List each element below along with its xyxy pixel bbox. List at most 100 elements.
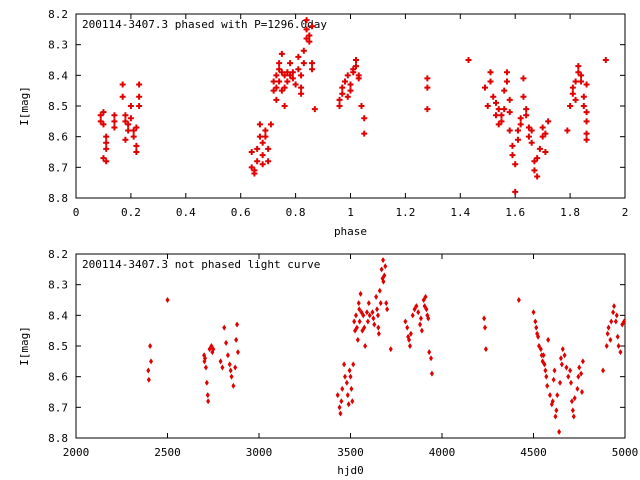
y-tick-label: 8.7 bbox=[48, 401, 68, 414]
data-point bbox=[300, 60, 307, 67]
data-series bbox=[146, 257, 627, 435]
data-point bbox=[419, 327, 424, 334]
data-point bbox=[514, 136, 521, 143]
data-point bbox=[127, 103, 134, 109]
data-point bbox=[538, 346, 543, 353]
data-point bbox=[348, 373, 353, 380]
data-point bbox=[542, 130, 549, 137]
data-point bbox=[133, 142, 140, 149]
data-point bbox=[133, 149, 140, 155]
data-point bbox=[146, 367, 151, 374]
data-point bbox=[276, 60, 283, 67]
data-point bbox=[125, 127, 132, 134]
data-point bbox=[278, 69, 285, 76]
data-point bbox=[495, 121, 502, 128]
x-tick-label: 4000 bbox=[429, 446, 456, 459]
data-point bbox=[534, 173, 541, 180]
y-axis-label: I[mag] bbox=[18, 86, 31, 126]
x-tick-label: 0 bbox=[73, 206, 80, 219]
y-tick-label: 8.6 bbox=[48, 371, 68, 384]
data-point bbox=[564, 127, 571, 134]
data-point bbox=[361, 312, 366, 319]
data-point bbox=[352, 63, 359, 70]
data-point bbox=[267, 121, 274, 128]
data-point bbox=[490, 93, 497, 100]
data-point bbox=[265, 158, 272, 165]
data-point bbox=[97, 112, 104, 119]
data-point bbox=[487, 69, 494, 76]
x-tick-label: 3500 bbox=[337, 446, 364, 459]
data-point bbox=[357, 306, 362, 313]
data-point bbox=[344, 379, 349, 386]
data-point bbox=[376, 324, 381, 331]
data-point bbox=[227, 361, 232, 368]
data-point bbox=[407, 343, 412, 349]
data-point bbox=[358, 290, 363, 297]
data-point bbox=[262, 133, 269, 140]
data-point bbox=[100, 121, 107, 128]
data-point bbox=[579, 370, 584, 377]
data-point bbox=[224, 339, 229, 346]
x-tick-label: 0.8 bbox=[286, 206, 306, 219]
data-point bbox=[148, 343, 153, 349]
data-point bbox=[611, 309, 616, 316]
data-point bbox=[273, 72, 280, 79]
data-point bbox=[276, 66, 283, 73]
data-point bbox=[303, 26, 310, 33]
data-point bbox=[564, 364, 569, 371]
data-point bbox=[572, 395, 577, 402]
data-point bbox=[523, 106, 530, 113]
data-point bbox=[424, 306, 429, 313]
data-point bbox=[506, 127, 513, 134]
data-point bbox=[371, 315, 376, 322]
data-point bbox=[559, 361, 564, 368]
data-point bbox=[235, 349, 240, 356]
data-point bbox=[289, 69, 296, 76]
data-point bbox=[503, 78, 510, 85]
data-point bbox=[579, 389, 584, 395]
data-point bbox=[583, 81, 590, 88]
data-point bbox=[146, 376, 151, 383]
data-point bbox=[602, 57, 609, 63]
data-point bbox=[367, 312, 372, 319]
y-tick-label: 8.3 bbox=[48, 39, 68, 52]
data-point bbox=[340, 385, 345, 392]
y-tick-label: 8.2 bbox=[48, 248, 68, 261]
data-point bbox=[516, 297, 521, 303]
data-point bbox=[465, 57, 472, 63]
data-point bbox=[388, 346, 393, 353]
data-point bbox=[103, 145, 110, 152]
data-point bbox=[233, 364, 238, 371]
data-point bbox=[130, 133, 137, 140]
data-point bbox=[376, 330, 381, 337]
data-point bbox=[601, 367, 606, 374]
x-tick-label: 3000 bbox=[246, 446, 273, 459]
data-point bbox=[350, 398, 355, 405]
data-point bbox=[604, 343, 609, 349]
data-point bbox=[414, 303, 419, 310]
data-point bbox=[336, 103, 343, 109]
x-tick-label: 0.6 bbox=[231, 206, 251, 219]
data-point bbox=[482, 315, 487, 322]
data-point bbox=[205, 392, 210, 399]
data-point bbox=[528, 139, 535, 146]
data-point bbox=[287, 72, 294, 79]
data-point bbox=[270, 87, 277, 94]
data-point bbox=[375, 306, 380, 313]
x-axis-label: hjd0 bbox=[337, 464, 364, 477]
data-point bbox=[577, 364, 582, 371]
data-point bbox=[136, 81, 143, 88]
y-tick-label: 8.5 bbox=[48, 340, 68, 353]
data-point bbox=[545, 118, 552, 125]
data-point bbox=[578, 72, 585, 79]
data-point bbox=[483, 346, 488, 353]
data-point bbox=[281, 84, 288, 91]
data-point bbox=[287, 60, 294, 67]
x-tick-label: 0.4 bbox=[176, 206, 196, 219]
data-point bbox=[618, 349, 623, 356]
data-point bbox=[300, 47, 307, 54]
data-point bbox=[355, 75, 362, 82]
y-tick-label: 8.3 bbox=[48, 279, 68, 292]
data-point bbox=[410, 312, 415, 319]
data-point bbox=[423, 293, 428, 300]
